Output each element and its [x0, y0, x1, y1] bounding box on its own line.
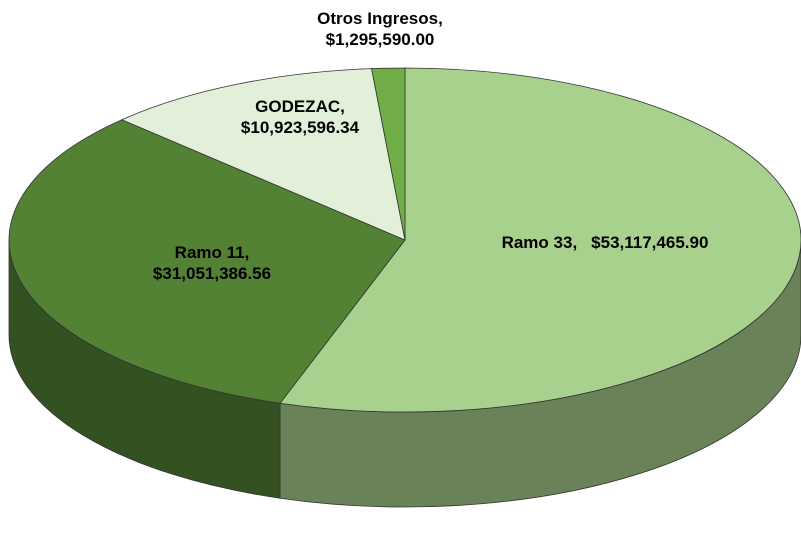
slice: [120, 68, 406, 241]
data-label: GODEZAC, $10,923,596.34: [241, 97, 360, 137]
label-category: Ramo 11,: [175, 243, 250, 262]
slice: [279, 67, 801, 413]
label-category: Otros Ingresos,: [317, 9, 443, 28]
label-category: Ramo 33,: [502, 233, 578, 252]
data-label: Ramo 33, $53,117,465.90: [502, 233, 709, 252]
data-label: Ramo 11, $31,051,386.56: [153, 243, 271, 283]
label-value: $1,295,590.00: [326, 30, 435, 49]
label-value: $10,923,596.34: [241, 118, 360, 137]
slice: [371, 67, 406, 241]
label-category: GODEZAC,: [255, 97, 345, 116]
slice: [8, 119, 406, 404]
label-value: $31,051,386.56: [153, 264, 271, 283]
data-label: Otros Ingresos, $1,295,590.00: [317, 9, 443, 49]
label-value: $53,117,465.90: [591, 233, 708, 252]
